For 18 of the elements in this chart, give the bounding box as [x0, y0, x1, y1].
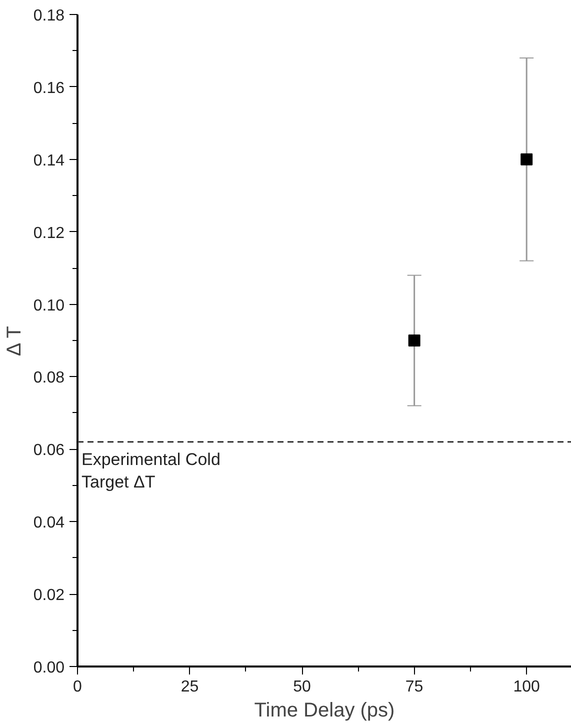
- y-tick-label: 0.10: [33, 297, 65, 314]
- x-tick-label: 0: [73, 678, 82, 696]
- y-tick-label: 0.02: [33, 587, 65, 604]
- y-tick-label: 0.06: [33, 442, 65, 460]
- ref-line-label: Experimental Cold Target ΔT: [82, 450, 220, 492]
- x-tick-label: 100: [513, 678, 540, 696]
- x-tick-label: 50: [293, 678, 312, 696]
- y-tick-label: 0.12: [33, 224, 65, 242]
- x-axis-title: Time Delay (ps): [254, 700, 395, 722]
- y-tick-label: 0.14: [33, 152, 65, 170]
- y-tick-label: 0.04: [33, 514, 65, 532]
- y-tick-label: 0.18: [33, 8, 65, 24]
- x-tick-label: 75: [405, 678, 424, 696]
- y-tick-label: 0.00: [33, 660, 65, 676]
- y-axis-title: Δ T: [3, 326, 26, 356]
- y-tick-label: 0.08: [33, 370, 65, 387]
- y-tick-label: 0.16: [33, 80, 65, 97]
- x-tick-label: 25: [180, 678, 199, 696]
